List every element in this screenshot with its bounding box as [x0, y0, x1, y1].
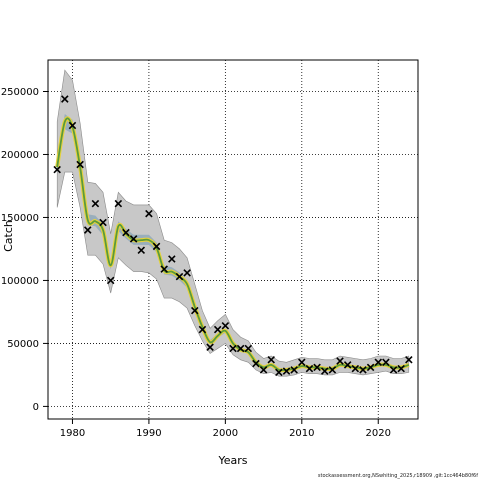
observed-point: [183, 269, 191, 277]
observed-point: [382, 358, 390, 367]
observed-point: [106, 276, 115, 285]
observed-point: [290, 366, 298, 374]
observed-point: [213, 325, 222, 334]
band-outer-area: [56, 69, 410, 377]
observed-point: [99, 218, 107, 227]
observed-point: [298, 358, 306, 367]
observed-point: [122, 228, 130, 237]
source-footer: stockassessment.org,NSwhiting_2025,r1890…: [317, 473, 478, 479]
x-tick-label: 1990: [136, 428, 161, 439]
observed-point: [145, 209, 153, 218]
x-axis-label: Years: [217, 454, 247, 467]
observed-point: [137, 246, 146, 254]
observed-point: [53, 165, 61, 174]
observed-point: [305, 364, 314, 373]
x-tick-label: 2020: [366, 428, 391, 439]
observed-catch-points: [53, 95, 413, 377]
observed-point: [366, 363, 375, 372]
observed-point: [359, 366, 367, 374]
observed-point: [91, 199, 100, 208]
observed-point: [229, 344, 237, 353]
observed-point: [397, 364, 405, 373]
observed-point: [244, 344, 253, 353]
y-tick-label: 100000: [1, 276, 39, 287]
observed-point: [328, 366, 337, 374]
observed-point: [313, 363, 321, 372]
observed-point: [83, 226, 92, 234]
observed-point: [282, 367, 291, 375]
observed-point: [320, 367, 329, 375]
observed-point: [236, 344, 245, 353]
observed-point: [389, 366, 398, 374]
observed-point: [336, 357, 344, 365]
y-tick-label: 0: [33, 402, 39, 413]
observed-point: [114, 199, 123, 208]
observed-point: [168, 255, 176, 263]
y-axis-label: Catch: [2, 220, 15, 252]
observed-point: [351, 364, 360, 373]
y-tick-label: 50000: [7, 339, 39, 350]
observed-point: [68, 121, 77, 130]
observed-point: [275, 368, 283, 377]
y-axis: 0 50000 100000 150000 200000 250000: [1, 87, 48, 413]
y-tick-label: 200000: [1, 150, 39, 161]
confidence-band-outer: [56, 69, 410, 377]
x-axis: 1980 1990 2000 2010 2020: [60, 419, 391, 439]
observed-point: [198, 325, 207, 334]
observed-point: [374, 358, 383, 367]
observed-point: [259, 366, 268, 374]
observed-point: [160, 265, 168, 273]
observed-point: [191, 306, 199, 315]
observed-point: [76, 160, 84, 169]
x-tick-label: 2000: [213, 428, 238, 439]
observed-point: [405, 356, 413, 364]
observed-point: [61, 95, 69, 103]
plot-frame: [47, 59, 419, 420]
observed-point: [343, 361, 352, 369]
observed-point: [252, 359, 260, 368]
observed-point: [206, 343, 214, 351]
x-tick-label: 1980: [60, 428, 85, 439]
x-tick-label: 2010: [289, 428, 314, 439]
observed-point: [221, 322, 230, 330]
y-tick-label: 150000: [1, 213, 39, 224]
observed-point: [267, 356, 275, 364]
observed-point: [129, 235, 138, 243]
observed-point: [152, 242, 161, 251]
y-tick-label: 250000: [1, 87, 39, 98]
observed-point: [175, 272, 184, 281]
